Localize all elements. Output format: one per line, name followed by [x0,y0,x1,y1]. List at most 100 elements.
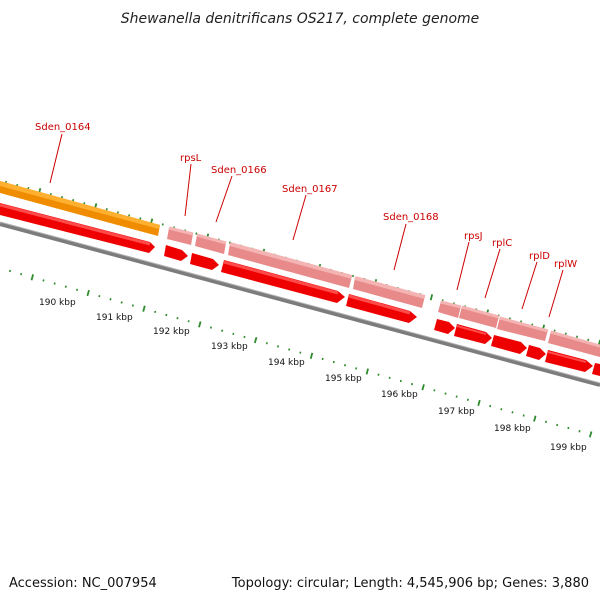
major-tick [198,321,202,328]
minor-tick [228,241,231,244]
minor-tick [556,423,559,427]
minor-tick [27,186,30,190]
minor-tick [120,301,123,304]
minor-tick [221,329,224,332]
orange-feature-track [0,181,160,236]
minor-tick [332,360,335,364]
minor-tick [276,345,280,348]
gene-rpsL [167,228,193,245]
minor-tick [53,282,56,285]
genome-backbone [0,222,600,387]
cds-arrow-11 [592,363,600,376]
major-tick [142,305,146,312]
minor-tick [288,348,291,351]
minor-tick [567,426,570,430]
gene-Sden_0166 [195,235,226,254]
gene-label-rplW: rplW [554,259,577,270]
minor-tick [522,414,525,417]
minor-tick [131,304,134,307]
cds-track [0,203,600,376]
minor-tick [75,288,79,292]
minor-tick [42,279,45,282]
minor-tick [128,214,131,217]
minor-tick [343,364,347,367]
cds-arrow-8 [491,335,527,354]
kbp-label: 194 kbp [268,358,305,368]
minor-tick [388,376,391,380]
minor-tick [232,332,235,336]
kbp-label: 192 kbp [153,327,190,337]
gene-Sden_0168 [353,277,425,308]
major-tick [477,399,481,407]
minor-tick [20,272,23,276]
major-tick [365,368,369,375]
gene-label-rpsJ: rpsJ [464,231,483,242]
minor-tick [500,408,503,411]
minor-tick [64,285,67,288]
accession-text: Accession: NC_007954 [9,576,157,591]
kbp-label: 191 kbp [96,313,133,323]
minor-tick [410,382,414,386]
minor-tick [433,389,436,392]
minor-tick [265,342,268,345]
cds-arrow-10 [545,350,593,372]
kbp-label: 196 kbp [381,390,418,400]
gene-label-Sden_0166: Sden_0166 [211,165,267,176]
gene-label-rpsL: rpsL [180,153,202,164]
minor-tick [176,316,179,320]
major-tick [86,289,90,297]
map-title: Shewanella denitrificans OS217, complete… [121,11,480,27]
minor-tick [83,202,86,205]
gene-label-rplC: rplC [492,238,512,249]
kbp-label: 198 kbp [494,424,531,434]
major-tick [429,294,434,301]
minor-tick [455,395,458,398]
minor-tick [377,373,380,376]
major-tick [533,415,537,422]
minor-tick [243,335,246,339]
gene-label-rplD: rplD [529,251,550,262]
minor-tick [511,411,514,414]
gene-label-Sden_0167: Sden_0167 [282,184,338,195]
major-tick [30,274,34,281]
kbp-label: 190 kbp [39,298,76,308]
inner-tick-row [8,269,593,438]
kbp-labels: 190 kbp 191 kbp 192 kbp 193 kbp 194 kbp … [39,298,587,453]
kbp-label: 193 kbp [211,342,248,352]
minor-tick [187,320,190,323]
kbp-label: 197 kbp [438,407,475,417]
minor-tick [98,294,101,298]
orange-feature-highlight [0,181,160,229]
minor-tick [72,199,75,202]
minor-tick [8,269,12,273]
cds-arrow-6 [434,319,455,334]
cds-arrow-2 [164,245,188,261]
minor-tick [161,223,164,226]
minor-tick [355,367,358,370]
major-tick [253,336,258,344]
minor-tick [49,192,52,196]
kbp-label: 199 kbp [550,443,587,453]
minor-tick [466,398,469,401]
minor-tick [352,274,355,278]
minor-tick [209,326,213,329]
minor-tick [139,217,142,220]
minor-tick [564,332,567,335]
gene-rplW [548,331,600,357]
minor-tick [444,392,447,395]
major-tick [588,431,593,438]
cds-arrow-7 [454,324,492,344]
minor-tick [553,329,556,332]
minor-tick [154,310,157,314]
gene-label-Sden_0164: Sden_0164 [35,122,91,133]
minor-tick [165,313,168,317]
minor-tick [587,338,590,342]
minor-tick [489,404,492,408]
minor-tick [578,430,581,433]
minor-tick [105,208,108,211]
gene-rplD [497,317,548,341]
gene-labels: Sden_0164 rpsL Sden_0166 Sden_0167 Sden_… [35,122,577,318]
minor-tick [321,357,324,361]
gene-label-Sden_0168: Sden_0168 [383,212,439,223]
